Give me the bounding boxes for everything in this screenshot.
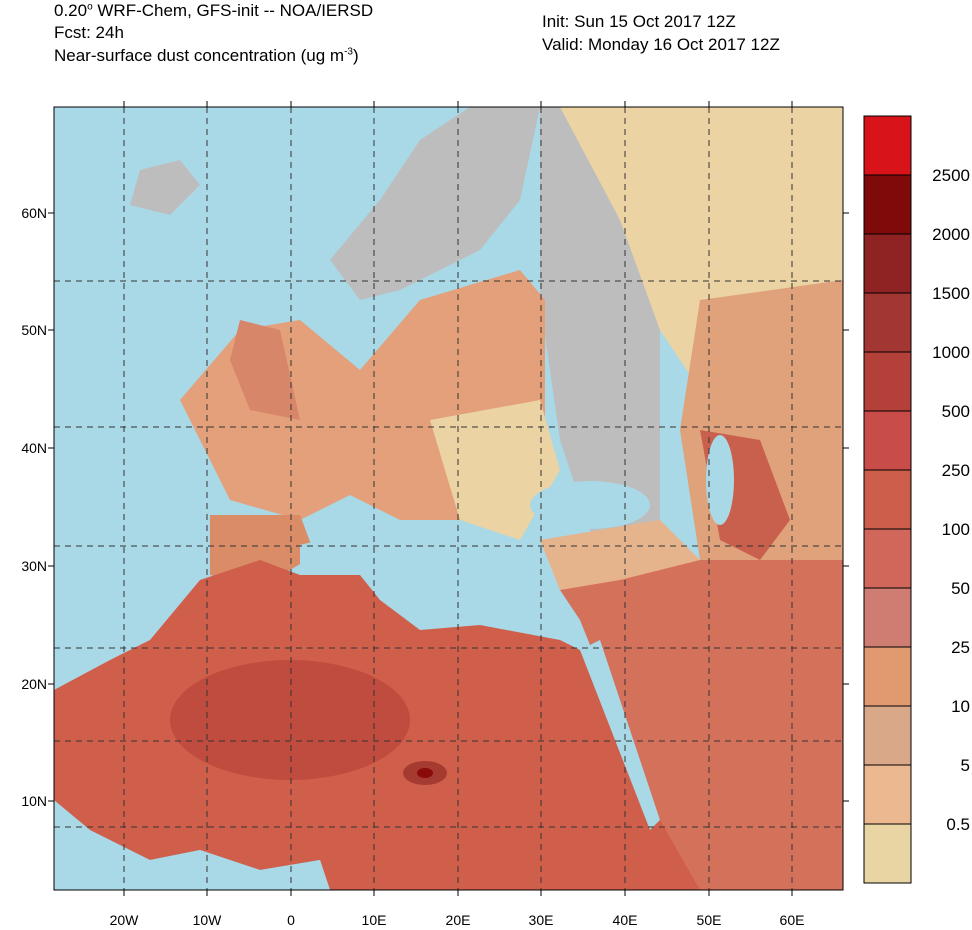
colorbar-label: 50 <box>951 579 970 598</box>
map <box>54 107 843 890</box>
colorbar-label: 25 <box>951 638 970 657</box>
header-sup: -3 <box>344 46 353 58</box>
britain <box>230 320 300 420</box>
valid-time: Valid: Monday 16 Oct 2017 12Z <box>542 35 780 54</box>
lon-label: 10E <box>362 912 387 928</box>
gulf-of-guinea <box>54 850 330 890</box>
header-text: ) <box>353 46 359 65</box>
colorbar-label: 0.5 <box>946 815 970 834</box>
lon-label: 30E <box>529 912 554 928</box>
lat-label: 30N <box>21 558 47 574</box>
colorbar-label: 1500 <box>932 284 970 303</box>
black-sea <box>530 481 650 529</box>
balkans <box>430 400 560 540</box>
lat-label: 20N <box>21 676 47 692</box>
header-text: Near-surface dust concentration (ug m <box>54 46 345 65</box>
header-sup: o <box>87 1 93 13</box>
colorbar-label: 500 <box>942 402 970 421</box>
lon-label: 20E <box>446 912 471 928</box>
colorbar-label: 100 <box>942 520 970 539</box>
colorbar <box>863 115 912 884</box>
scandinavia <box>330 107 540 300</box>
colorbar-label: 250 <box>942 461 970 480</box>
lat-label: 10N <box>21 793 47 809</box>
iberia <box>210 515 315 585</box>
graticule <box>54 107 843 890</box>
colorbar-label: 5 <box>961 756 970 775</box>
lat-label: 60N <box>21 205 47 221</box>
mediterranean <box>300 530 560 630</box>
lon-label: 50E <box>697 912 722 928</box>
arabia <box>560 560 843 890</box>
red-sea <box>580 640 660 830</box>
lat-label: 50N <box>21 322 47 338</box>
lon-label: 10W <box>193 912 223 928</box>
colorbar-label: 10 <box>951 697 970 716</box>
init-time: Init: Sun 15 Oct 2017 12Z <box>542 12 736 31</box>
lon-label: 40E <box>613 912 638 928</box>
lat-label: 40N <box>21 440 47 456</box>
dust-max <box>417 768 433 778</box>
map-frame <box>53 106 844 891</box>
dust-high <box>170 660 410 780</box>
iceland <box>130 160 200 215</box>
colorbar-label: 2500 <box>932 166 970 185</box>
header-line: Fcst: 24h <box>54 23 124 42</box>
header-line: 0.20o WRF-Chem, GFS-init -- NOA/IERSD <box>54 1 373 21</box>
lon-label: 60E <box>780 912 805 928</box>
header-text: WRF-Chem, GFS-init -- NOA/IERSD <box>92 1 374 20</box>
header-text: 0.20 <box>54 1 88 20</box>
lon-label: 20W <box>110 912 140 928</box>
colorbar-label: 1000 <box>932 343 970 362</box>
lon-label: 0 <box>287 912 295 928</box>
caspian-sea <box>706 435 734 525</box>
colorbar-label: 2000 <box>932 225 970 244</box>
labels: 20W 10W 0 10E 20E 30E 40E 50E 60E 60N 50N 40N 30N 20N… <box>21 101 970 928</box>
header-line: Near-surface dust concentration (ug m-3) <box>54 46 359 66</box>
